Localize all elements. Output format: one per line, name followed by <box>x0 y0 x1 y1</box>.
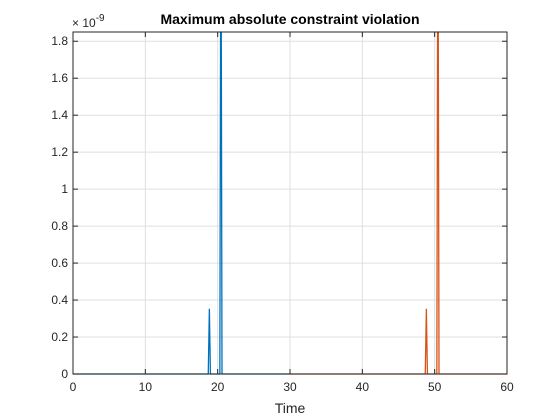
x-tick-label: 0 <box>70 380 77 394</box>
x-tick-label: 10 <box>139 380 153 394</box>
y-tick-label: 0.4 <box>51 293 68 307</box>
y-tick-label: 1 <box>61 182 68 196</box>
y-tick-label: 1.4 <box>51 108 68 122</box>
y-axis-exponent: × 10-9 <box>72 13 105 30</box>
y-axis-exponent-base: × 10 <box>72 16 96 30</box>
chart-title: Maximum absolute constraint violation <box>160 11 419 27</box>
series-line-2 <box>290 31 507 375</box>
x-tick-label: 60 <box>500 380 514 394</box>
series-line-1 <box>73 31 290 375</box>
x-tick-label: 50 <box>428 380 442 394</box>
y-axis: 0 0.2 0.4 0.6 0.8 1 1.2 1.4 1.6 1.8 <box>51 34 507 381</box>
y-tick-label: 1.6 <box>51 71 68 85</box>
x-tick-label: 30 <box>283 380 297 394</box>
y-tick-label: 0.6 <box>51 256 68 270</box>
x-axis-label: Time <box>275 400 306 416</box>
x-tick-label: 40 <box>356 380 370 394</box>
y-tick-label: 1.8 <box>51 34 68 48</box>
y-tick-label: 1.2 <box>51 145 68 159</box>
grid <box>72 32 508 375</box>
y-axis-exponent-power: -9 <box>96 13 105 24</box>
x-tick-label: 20 <box>211 380 225 394</box>
x-axis: 0 10 20 30 40 50 60 <box>70 32 514 394</box>
y-tick-label: 0.8 <box>51 219 68 233</box>
y-tick-label: 0.2 <box>51 330 68 344</box>
y-tick-label: 0 <box>61 367 68 381</box>
